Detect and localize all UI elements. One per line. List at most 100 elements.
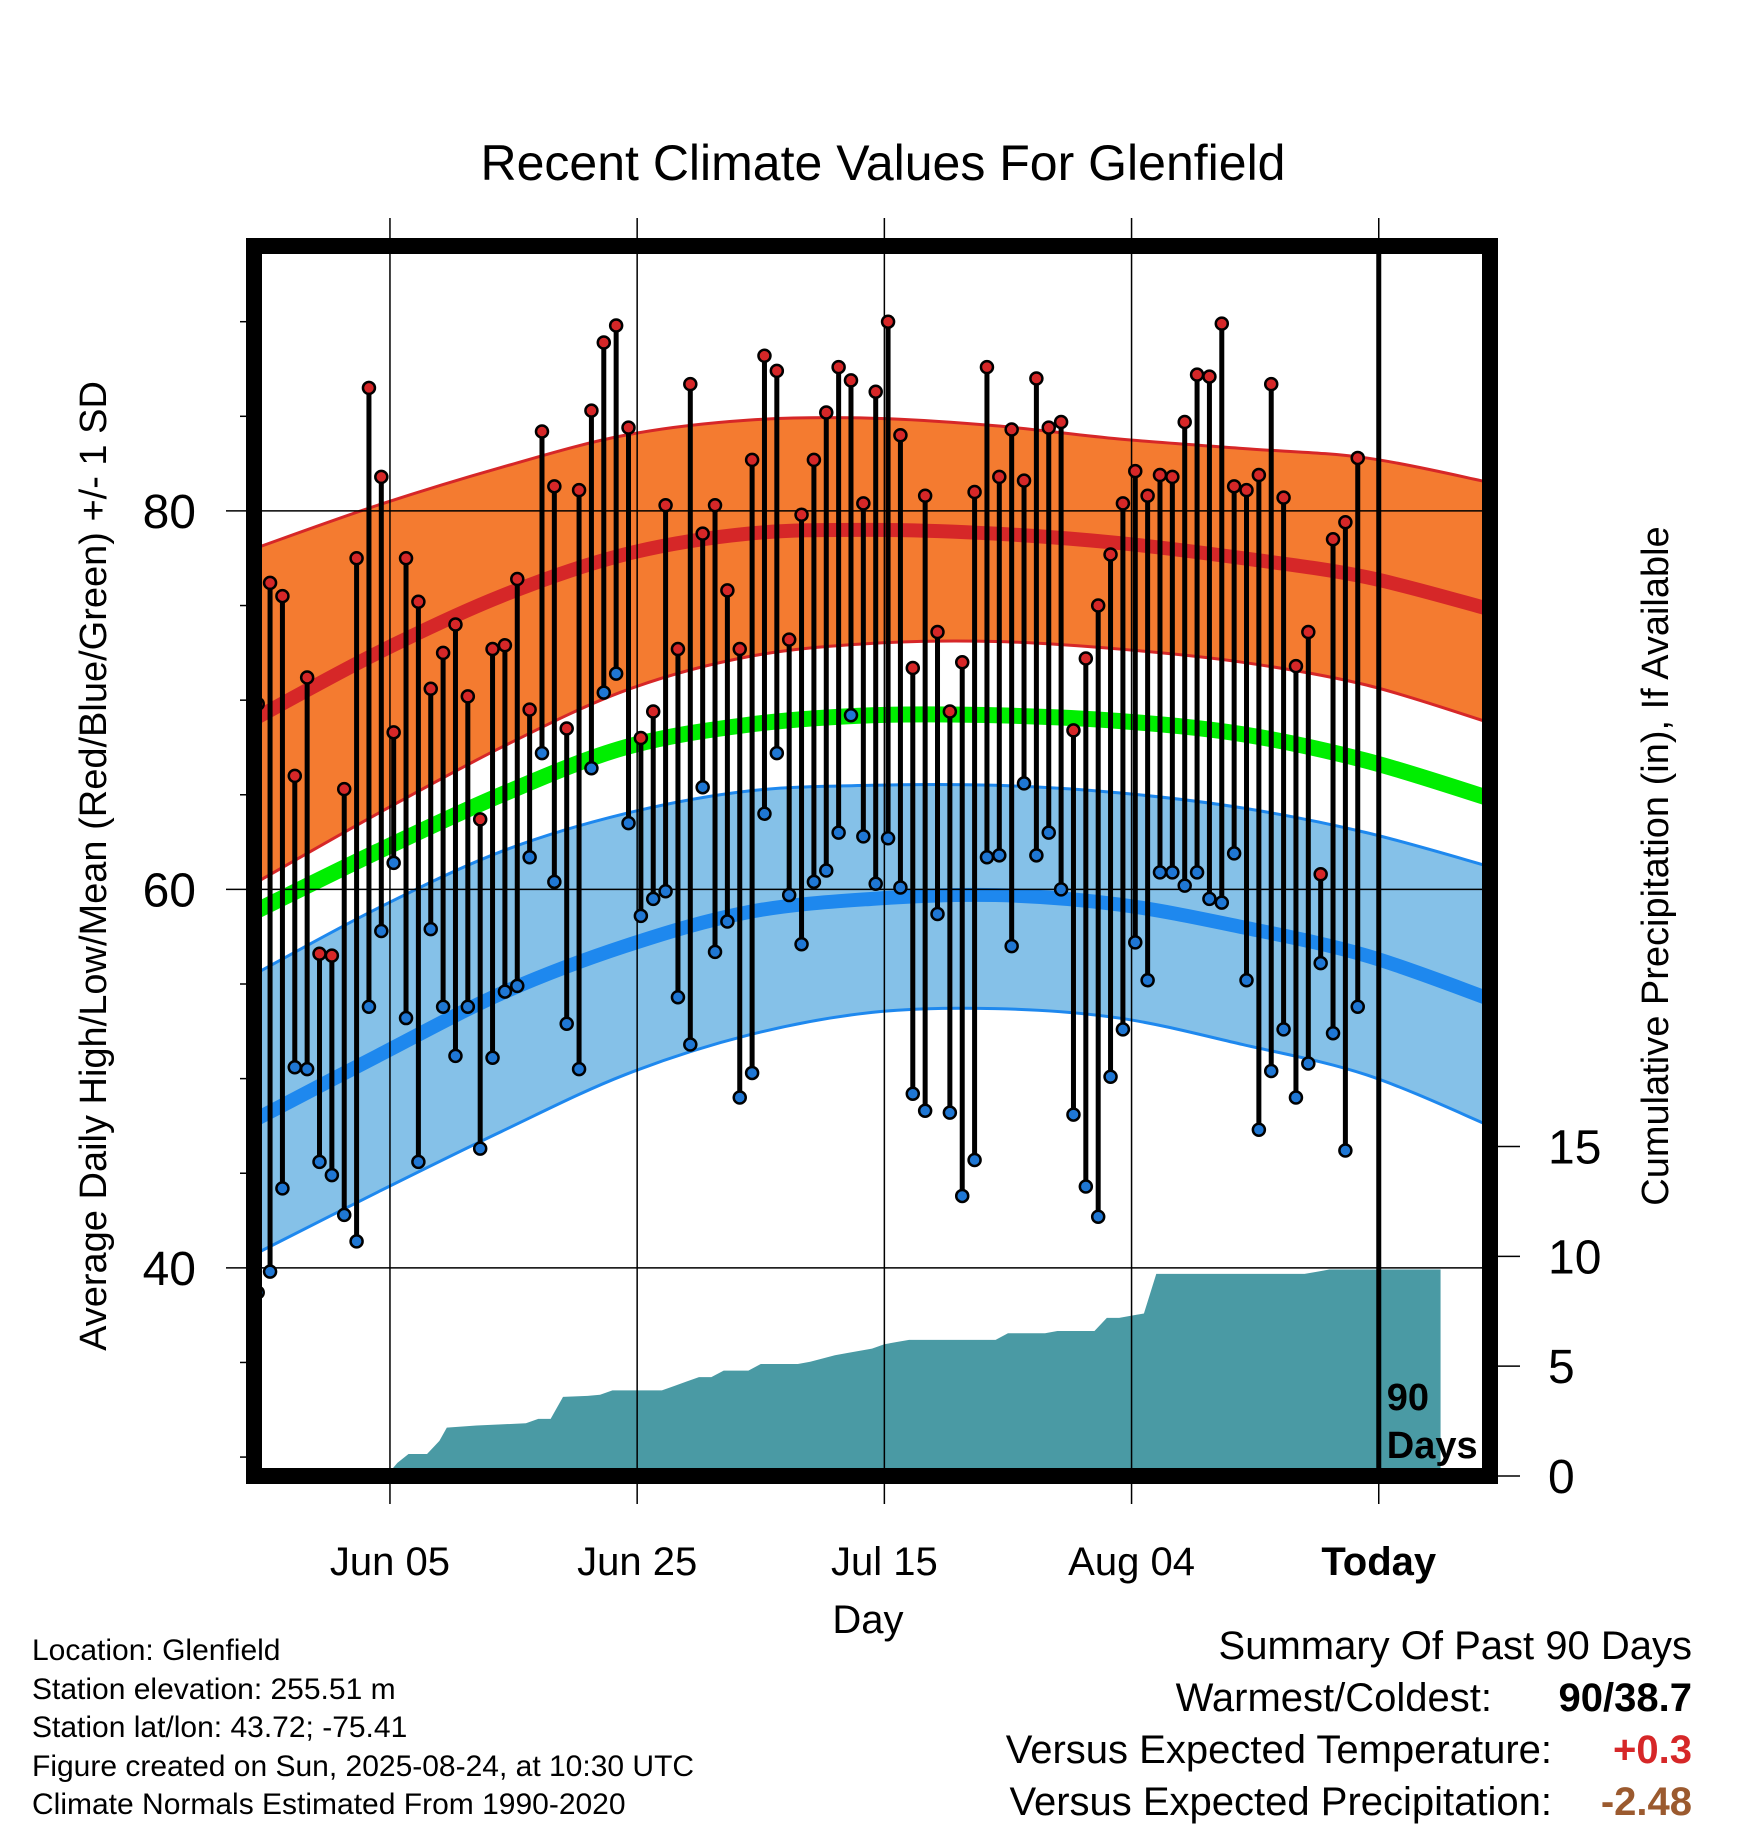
daily-low-point xyxy=(744,1065,760,1081)
daily-low-point xyxy=(880,831,896,846)
plot-frame xyxy=(246,238,1498,1484)
daily-high-point xyxy=(349,550,364,566)
daily-high-point xyxy=(658,497,673,513)
daily-high-point xyxy=(386,725,401,740)
daily-low-point xyxy=(374,923,389,939)
daily-high-point xyxy=(312,946,327,961)
daily-low-point xyxy=(497,984,513,999)
daily-high-point xyxy=(1189,367,1205,382)
daily-high-point xyxy=(1288,658,1304,674)
daily-high-point xyxy=(645,704,661,719)
daily-high-point xyxy=(497,638,513,653)
daily-low-point xyxy=(361,999,377,1014)
daily-low-point xyxy=(1214,895,1230,910)
daily-low-point xyxy=(1053,882,1069,897)
daily-low-point xyxy=(559,1016,574,1031)
daily-high-point xyxy=(1338,515,1353,530)
daily-high-point xyxy=(843,373,859,388)
daily-low-point xyxy=(312,1154,327,1170)
daily-high-point xyxy=(1053,414,1069,430)
daily-high-point xyxy=(1140,488,1155,504)
daily-high-point xyxy=(954,655,970,670)
daily-low-point xyxy=(757,806,772,821)
daily-high-point xyxy=(559,721,574,736)
daily-high-point xyxy=(806,452,822,468)
daily-low-point xyxy=(1263,1063,1279,1079)
daily-high-point xyxy=(411,594,426,610)
plot-inner: 90 Days xyxy=(254,246,1490,1476)
daily-high-point xyxy=(819,405,834,420)
daily-low-point xyxy=(917,1103,933,1119)
daily-high-point xyxy=(794,507,809,522)
mean-normal-line xyxy=(254,706,1490,920)
daily-low-point xyxy=(695,779,710,795)
chart-title: Recent Climate Values For Glenfield xyxy=(481,135,1286,191)
daily-high-point xyxy=(917,488,933,504)
elevation-text: Station elevation: 255.51 m xyxy=(32,1672,396,1706)
high-normal-band-lower-edge xyxy=(254,639,1490,886)
daily-high-point xyxy=(547,479,562,494)
daily-high-point xyxy=(1202,369,1217,384)
daily-high-point xyxy=(992,469,1007,485)
y2-tick-label: 15 xyxy=(1548,1122,1601,1175)
daily-high-point xyxy=(621,420,636,435)
daily-high-point xyxy=(1152,467,1168,483)
daily-low-point xyxy=(979,849,995,865)
daily-low-point xyxy=(584,761,599,776)
daily-low-point xyxy=(720,914,735,929)
daily-low-point xyxy=(1103,1069,1118,1084)
daily-low-point xyxy=(1350,999,1365,1014)
daily-high-point xyxy=(485,641,500,657)
daily-high-point xyxy=(744,452,760,468)
daily-high-point xyxy=(596,335,612,350)
daily-low-point xyxy=(510,978,525,994)
temp-anomaly-value: +0.3 xyxy=(1613,1728,1692,1772)
daily-low-point xyxy=(435,999,451,1014)
daily-high-point xyxy=(1226,479,1242,494)
daily-low-point xyxy=(349,1234,364,1249)
daily-high-point xyxy=(1029,371,1044,386)
daily-low-point xyxy=(1078,1179,1094,1194)
warmest-coldest-value: 90/38.7 xyxy=(1558,1676,1692,1720)
daily-low-point xyxy=(1189,865,1205,880)
daily-low-point xyxy=(707,944,723,960)
daily-low-point xyxy=(1152,865,1168,880)
warmest-coldest-label: Warmest/Coldest: xyxy=(1175,1676,1492,1720)
high-normal-line xyxy=(254,522,1490,726)
daily-low-point xyxy=(621,815,636,831)
daily-high-point xyxy=(868,384,883,399)
y2-tick-label: 10 xyxy=(1548,1231,1601,1284)
daily-high-point xyxy=(893,427,908,443)
plot-area: 90 Days 40 60 80 0 5 10 15 Jun 05 Jun 25 Jul 15 Aug … xyxy=(143,218,1601,1584)
daily-high-point xyxy=(374,469,389,485)
daily-high-point xyxy=(1251,467,1267,483)
daily-low-point xyxy=(645,891,661,907)
y2-axis-label: Cumulative Precipitation (in), If Availa… xyxy=(1635,526,1677,1205)
daily-low-point xyxy=(1041,825,1056,840)
daily-high-point xyxy=(856,496,871,511)
normals-text: Climate Normals Estimated From 1990-2020 xyxy=(32,1788,626,1821)
daily-high-point xyxy=(695,526,710,541)
daily-low-point xyxy=(448,1048,463,1064)
daily-high-point xyxy=(324,948,340,963)
temp-anomaly-row: Versus Expected Temperature: +0.3 xyxy=(1006,1724,1692,1776)
daily-high-point xyxy=(1239,482,1254,498)
daily-low-point xyxy=(1288,1090,1304,1105)
daily-low-point xyxy=(954,1188,970,1204)
daily-low-point xyxy=(856,829,871,844)
daily-high-point xyxy=(967,484,982,500)
daily-high-point xyxy=(534,424,550,439)
daily-high-point xyxy=(707,497,723,513)
daily-low-point xyxy=(794,937,809,952)
daily-high-point xyxy=(460,689,476,704)
daily-low-point xyxy=(1251,1122,1267,1137)
daily-low-point xyxy=(534,745,550,761)
high-normal-band-upper-edge xyxy=(254,416,1490,551)
daily-high-point xyxy=(435,645,451,661)
daily-high-point xyxy=(398,550,414,566)
daily-low-point xyxy=(1029,848,1044,863)
daily-high-point xyxy=(1103,547,1118,562)
daily-high-point xyxy=(831,359,846,375)
daily-low-point xyxy=(1313,955,1328,971)
